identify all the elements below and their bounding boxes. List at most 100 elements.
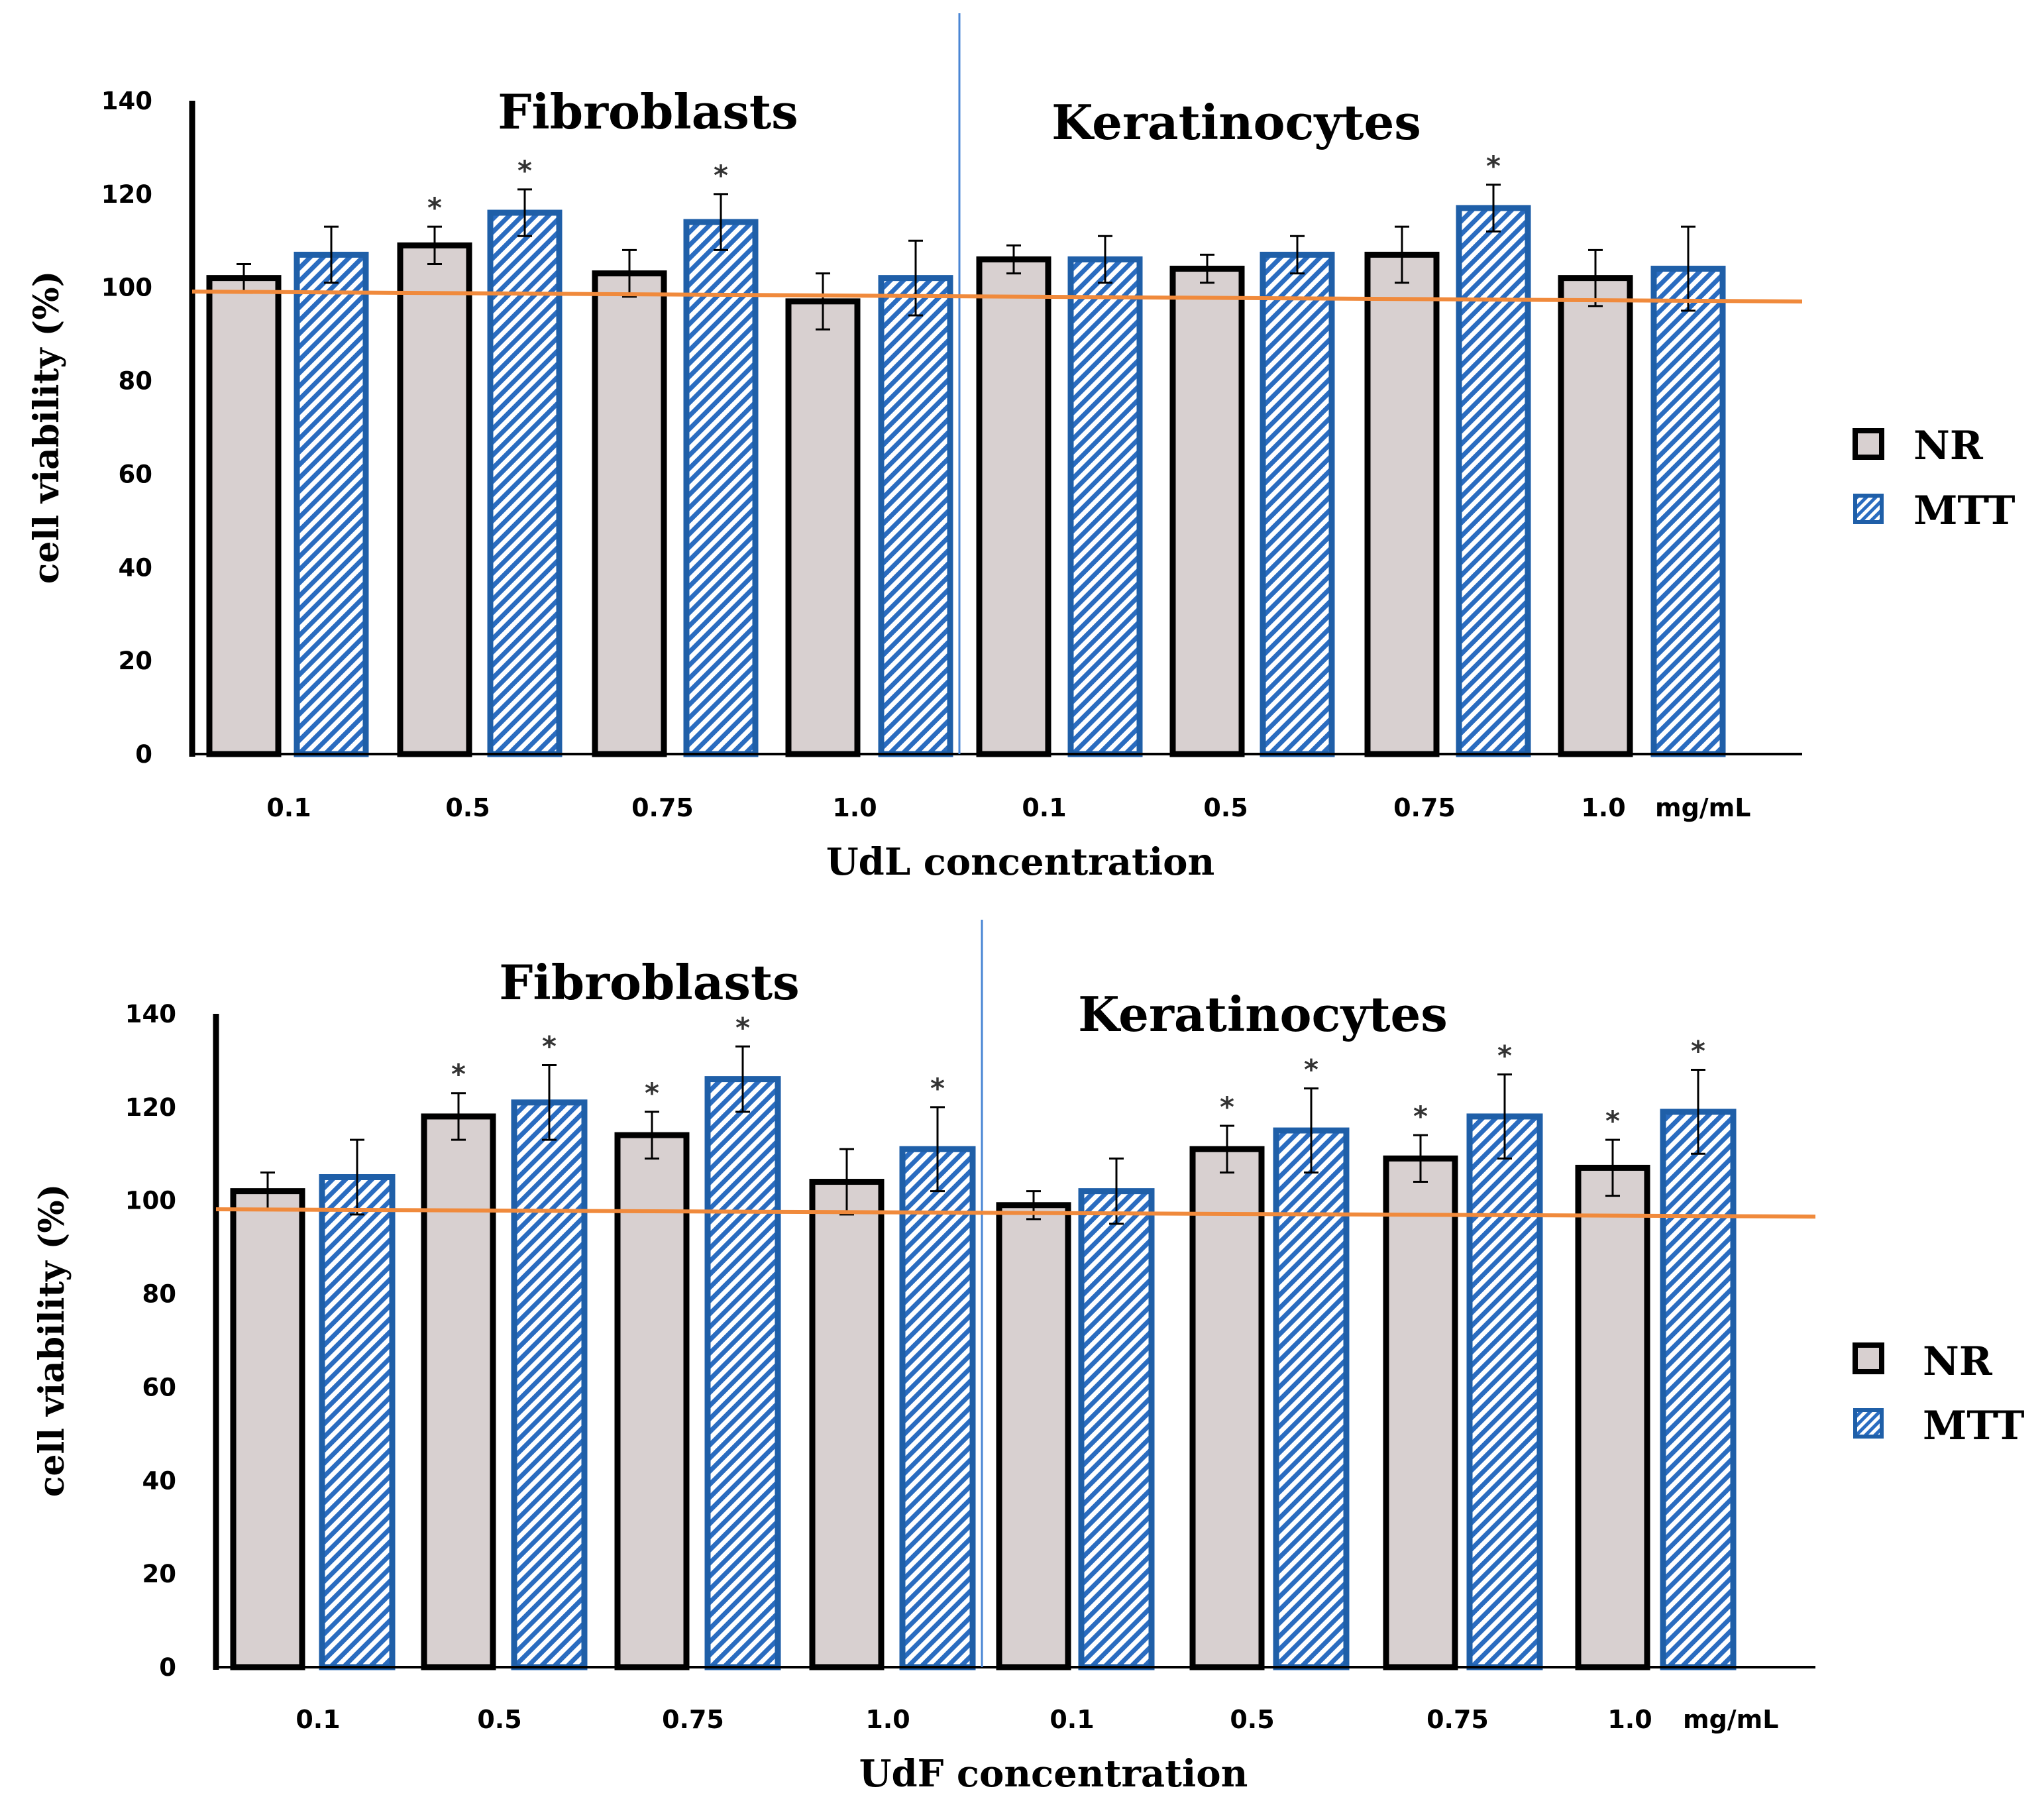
y-tick-label: 60 bbox=[142, 1373, 177, 1401]
y-tick-label: 20 bbox=[142, 1560, 177, 1588]
x-tick-label: 0.1 bbox=[296, 1705, 340, 1734]
x-tick-label: 1.0 bbox=[865, 1705, 910, 1734]
nr-bar bbox=[996, 1202, 1071, 1670]
y-tick-label: 40 bbox=[142, 1466, 177, 1495]
mtt-bar bbox=[1260, 251, 1335, 757]
y-tick-label: 20 bbox=[119, 647, 153, 675]
x-tick-label: 0.75 bbox=[662, 1705, 724, 1734]
y-tick-label: 40 bbox=[119, 553, 153, 582]
bars bbox=[230, 1076, 1737, 1670]
y-tick-label: 60 bbox=[119, 460, 153, 488]
error-bars bbox=[260, 1045, 1705, 1225]
x-tick-label: 0.5 bbox=[477, 1705, 521, 1734]
x-tick-labels: 0.1 0.5 0.75 1.0 0.1 0.5 0.75 1.0 bbox=[266, 793, 1625, 822]
y-tick-label: 140 bbox=[101, 87, 152, 115]
y-tick-label: 120 bbox=[125, 1093, 176, 1122]
significance-star: * bbox=[1304, 1054, 1318, 1086]
nr-bar bbox=[1575, 1164, 1650, 1670]
nr-bar bbox=[1189, 1146, 1265, 1670]
nr-bar bbox=[976, 256, 1051, 757]
reference-line bbox=[215, 1207, 1816, 1219]
x-tick-labels: 0.1 0.5 0.75 1.0 0.1 0.5 0.75 1.0 bbox=[296, 1705, 1652, 1734]
legend-nr-label: NR bbox=[1913, 423, 1984, 469]
nr-bar bbox=[1383, 1155, 1458, 1670]
y-tick-labels: 0 20 40 60 80 100 120 140 bbox=[125, 1000, 176, 1682]
group-title-keratinocytes: Keratinocytes bbox=[1051, 94, 1421, 150]
x-tick-label: 1.0 bbox=[1581, 793, 1625, 822]
nr-bar bbox=[785, 298, 861, 757]
x-axis-title: UdF concentration bbox=[859, 1752, 1248, 1796]
mtt-bar bbox=[878, 275, 953, 757]
mtt-bar bbox=[1067, 256, 1143, 757]
nr-bar bbox=[614, 1132, 690, 1670]
y-tick-label: 100 bbox=[101, 274, 152, 302]
legend-mtt-label: MTT bbox=[1913, 488, 2016, 534]
mtt-bar bbox=[1650, 266, 1726, 757]
x-tick-label: 0.75 bbox=[1426, 1705, 1489, 1734]
significance-star: * bbox=[1691, 1035, 1705, 1067]
x-tick-label: 0.5 bbox=[1230, 1705, 1274, 1734]
y-tick-label: 0 bbox=[159, 1653, 176, 1682]
x-tick-label: 0.75 bbox=[1393, 793, 1456, 822]
unit-label: mg/mL bbox=[1683, 1705, 1779, 1734]
mtt-bar bbox=[1078, 1188, 1155, 1670]
bars bbox=[206, 205, 1726, 757]
mtt-bar bbox=[899, 1146, 976, 1670]
x-tick-label: 0.1 bbox=[1049, 1705, 1094, 1734]
nr-bar bbox=[592, 270, 667, 757]
legend: NR MTT bbox=[1853, 423, 2016, 534]
significance-stars: * * * * bbox=[427, 150, 1501, 224]
reference-line bbox=[191, 290, 1803, 303]
mtt-bar bbox=[1660, 1109, 1737, 1670]
significance-star: * bbox=[1220, 1091, 1234, 1123]
x-tick-label: 0.5 bbox=[1203, 793, 1248, 822]
nr-bar bbox=[230, 1188, 305, 1670]
group-title-keratinocytes: Keratinocytes bbox=[1078, 986, 1448, 1042]
significance-star: * bbox=[1605, 1105, 1620, 1137]
legend-mtt-swatch bbox=[1853, 1408, 1884, 1439]
nr-bar bbox=[1364, 251, 1440, 757]
mtt-bar bbox=[1456, 205, 1531, 757]
legend-nr-swatch bbox=[1853, 428, 1884, 460]
x-tick-label: 0.1 bbox=[1022, 793, 1066, 822]
y-tick-label: 120 bbox=[101, 180, 152, 209]
y-axis-label: cell viability (%) bbox=[27, 271, 67, 584]
significance-star: * bbox=[735, 1011, 750, 1044]
nr-bar bbox=[397, 242, 472, 757]
mtt-bar bbox=[511, 1099, 588, 1670]
nr-bar bbox=[421, 1113, 496, 1670]
legend-nr-label: NR bbox=[1923, 1338, 1993, 1385]
significance-stars: * * * * * * * * * * * bbox=[451, 1011, 1705, 1137]
mtt-bar bbox=[294, 251, 369, 757]
significance-star: * bbox=[451, 1058, 466, 1091]
nr-bar bbox=[1558, 275, 1633, 757]
significance-star: * bbox=[1497, 1040, 1512, 1072]
mtt-bar bbox=[1273, 1127, 1350, 1670]
significance-star: * bbox=[1413, 1100, 1428, 1132]
nr-bar bbox=[1169, 266, 1245, 757]
mtt-bar bbox=[319, 1174, 396, 1670]
mtt-bar bbox=[683, 219, 759, 757]
significance-star: * bbox=[645, 1077, 659, 1109]
y-tick-label: 0 bbox=[135, 740, 152, 769]
group-title-fibroblasts: Fibroblasts bbox=[498, 83, 798, 140]
x-tick-label: 0.1 bbox=[266, 793, 311, 822]
legend-mtt-label: MTT bbox=[1923, 1403, 2025, 1449]
significance-star: * bbox=[930, 1072, 945, 1105]
group-title-fibroblasts: Fibroblasts bbox=[499, 954, 799, 1010]
y-tick-label: 80 bbox=[142, 1280, 177, 1309]
legend-nr-swatch bbox=[1853, 1342, 1884, 1374]
legend-mtt-swatch bbox=[1853, 494, 1884, 524]
mtt-bar bbox=[704, 1076, 781, 1670]
unit-label: mg/mL bbox=[1655, 793, 1751, 822]
significance-star: * bbox=[542, 1030, 557, 1062]
x-tick-label: 0.5 bbox=[445, 793, 490, 822]
y-tick-label: 140 bbox=[125, 1000, 176, 1028]
nr-bar bbox=[206, 275, 282, 757]
mtt-bar bbox=[1466, 1113, 1543, 1670]
significance-star: * bbox=[1486, 150, 1501, 182]
x-tick-label: 0.75 bbox=[631, 793, 694, 822]
chart-panel-udf: 0 20 40 60 80 100 120 140 * * * * * * * * * * * 0.1 0.5 0.7… bbox=[32, 920, 2025, 1796]
